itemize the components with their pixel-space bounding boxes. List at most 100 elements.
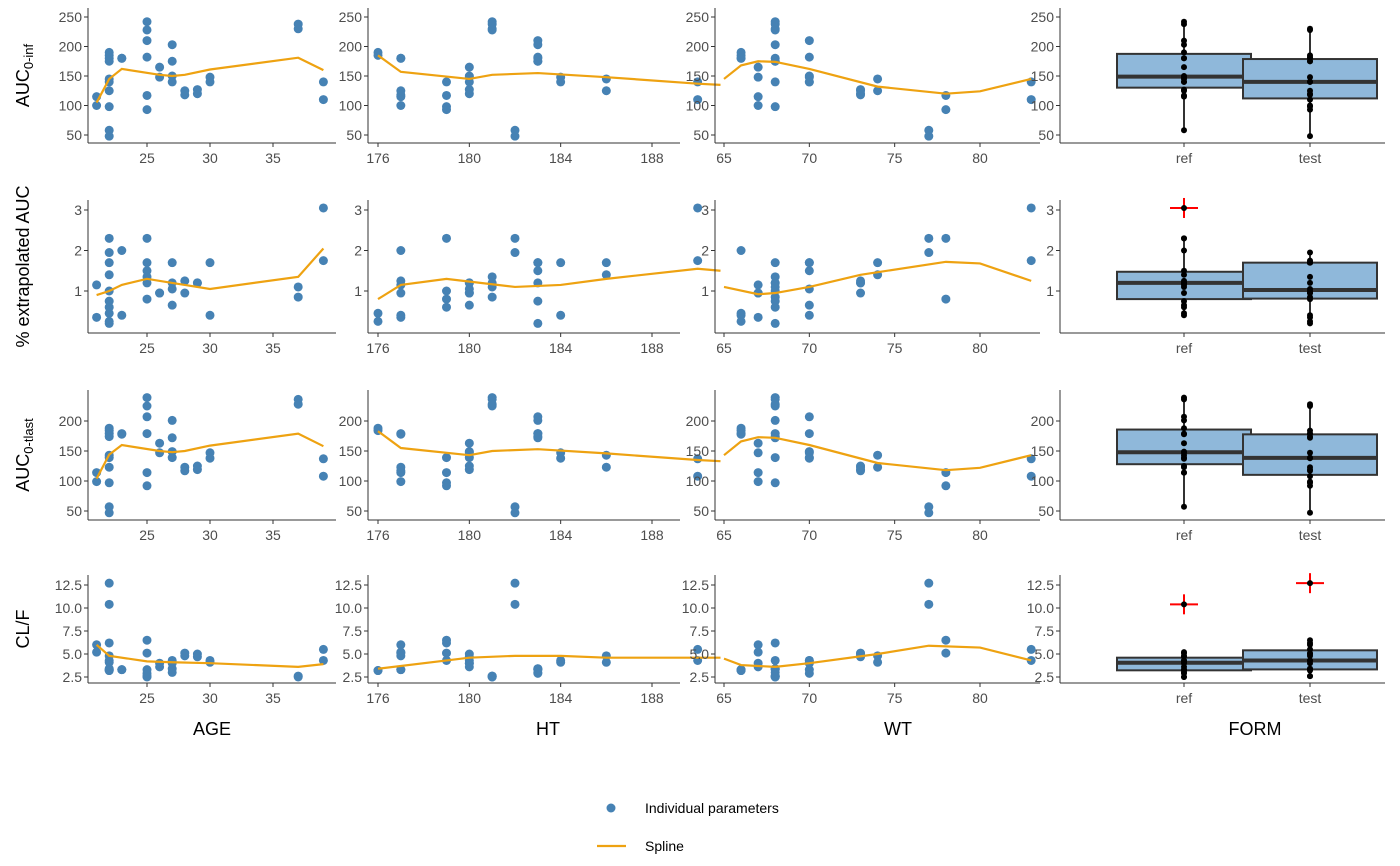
data-point (192, 465, 202, 475)
x-tick-label: 30 (202, 150, 218, 166)
data-point (1307, 657, 1313, 664)
x-tick-label: 70 (802, 527, 818, 543)
data-point (1307, 249, 1313, 256)
data-point (753, 312, 763, 322)
data-point (753, 62, 763, 72)
data-point (736, 53, 746, 63)
data-point (924, 578, 934, 588)
data-point (167, 258, 177, 268)
data-point (104, 462, 114, 472)
data-point (1181, 235, 1187, 242)
data-point (442, 90, 451, 100)
data-point (510, 508, 520, 518)
y-tick-label: 5.0 (343, 646, 363, 662)
x-tick-label: 35 (265, 340, 281, 356)
x-tick-label: 25 (139, 690, 155, 706)
legend-label-points: Individual parameters (645, 800, 779, 816)
y-tick-label: 2 (1046, 243, 1054, 259)
data-point (205, 77, 215, 87)
data-point (1026, 203, 1036, 213)
y-tick-label: 200 (1031, 39, 1055, 55)
spline-line (723, 436, 1032, 472)
data-point (318, 256, 328, 266)
data-point (396, 429, 406, 439)
data-point (442, 77, 451, 87)
x-tick-label: 70 (802, 690, 818, 706)
data-point (396, 466, 406, 476)
y-tick-label: 50 (346, 127, 362, 143)
spline-line (723, 644, 1032, 668)
y-tick-label: 150 (59, 68, 83, 84)
data-point (753, 288, 763, 298)
data-point (804, 52, 814, 62)
x-tick-label: 35 (265, 150, 281, 166)
data-point (1307, 90, 1313, 97)
y-tick-label: 2 (701, 243, 709, 259)
x-tick-label: 25 (139, 527, 155, 543)
x-tick-label: 25 (139, 150, 155, 166)
data-point (117, 665, 127, 675)
y-tick-label: 12.5 (335, 577, 362, 593)
data-point (804, 310, 814, 320)
y-tick-label: 2.5 (63, 669, 83, 685)
data-point (1181, 21, 1187, 28)
data-point (442, 302, 451, 312)
data-point (104, 638, 114, 648)
data-point (117, 246, 127, 255)
x-tick-label: test (1299, 150, 1322, 166)
data-point (770, 638, 780, 648)
data-point (753, 101, 763, 110)
data-point (155, 438, 165, 448)
data-point (1181, 396, 1187, 403)
x-tick-label: 75 (887, 527, 903, 543)
data-point (941, 648, 951, 658)
panel-clf-age: 2.5 5.0 7.5 10.0 12.5 25 30 35 (55, 575, 336, 706)
x-tick-label: 176 (366, 690, 390, 706)
data-point (1307, 279, 1313, 286)
y-tick-label: 12.5 (55, 577, 82, 593)
data-point (1307, 449, 1313, 456)
x-tick-label: 75 (887, 690, 903, 706)
data-point (293, 292, 303, 302)
x-tick-label: 80 (972, 690, 988, 706)
data-point (1181, 74, 1187, 81)
x-axis-label-age: AGE (193, 719, 231, 739)
data-point (556, 655, 566, 665)
y-tick-label: 50 (346, 503, 362, 519)
data-point (1181, 312, 1187, 319)
data-point (104, 655, 114, 665)
data-point (464, 89, 474, 99)
data-point (533, 318, 543, 328)
data-point (1181, 290, 1187, 297)
data-point (1181, 127, 1187, 134)
y-tick-label: 3 (74, 202, 82, 218)
data-point (396, 53, 406, 63)
data-point (373, 308, 383, 318)
spline-line (377, 267, 721, 301)
data-point (142, 17, 152, 27)
data-point (804, 266, 814, 276)
x-tick-label: 188 (640, 150, 664, 166)
data-point (142, 90, 152, 100)
x-tick-label: 30 (202, 690, 218, 706)
data-point (856, 89, 866, 99)
data-point (396, 101, 406, 110)
data-point (1307, 58, 1313, 65)
data-point (142, 393, 152, 403)
data-point (601, 462, 611, 472)
x-tick-label: 30 (202, 527, 218, 543)
data-point (601, 270, 611, 280)
data-point (770, 40, 780, 50)
data-point (1307, 665, 1313, 672)
y-tick-label: 5.0 (1035, 646, 1055, 662)
data-point (442, 453, 451, 463)
data-point (464, 438, 474, 448)
data-point (873, 74, 883, 84)
panel-auc_inf-wt: 50 100 150 200 250 65 70 75 80 (686, 8, 1040, 166)
y-tick-label: 100 (59, 98, 83, 114)
x-tick-label: 65 (716, 340, 732, 356)
x-tick-label: 80 (972, 340, 988, 356)
x-tick-label: 35 (265, 527, 281, 543)
x-tick-label: 188 (640, 690, 664, 706)
legend: Individual parameters Spline (597, 800, 779, 854)
